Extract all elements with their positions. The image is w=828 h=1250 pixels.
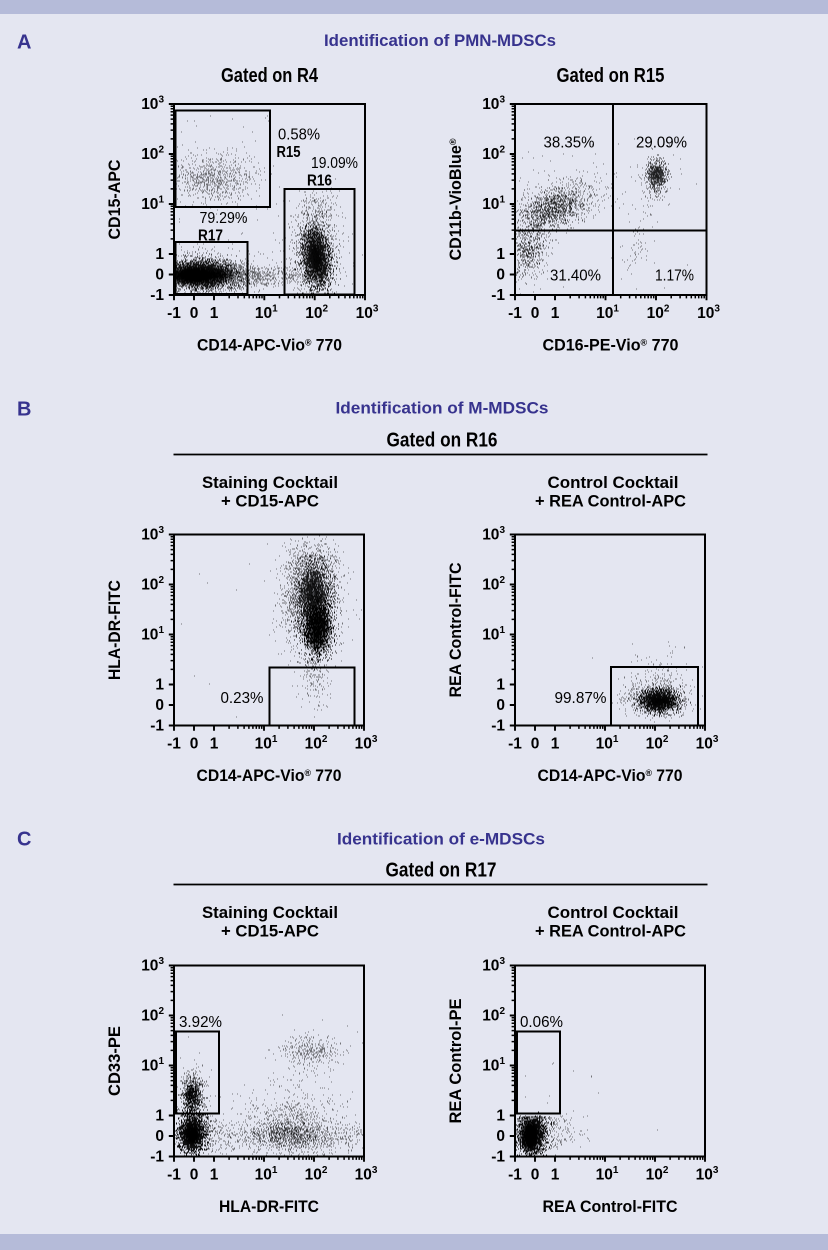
svg-text:-1: -1 [167, 305, 181, 322]
svg-text:Gated on R17: Gated on R17 [386, 860, 497, 882]
svg-text:Identification of e-MDSCs: Identification of e-MDSCs [337, 830, 545, 849]
svg-text:0: 0 [190, 305, 199, 322]
svg-text:-1: -1 [150, 287, 164, 304]
svg-text:-1: -1 [150, 718, 164, 735]
svg-text:0: 0 [155, 267, 164, 284]
svg-text:HLA-DR-FITC: HLA-DR-FITC [219, 1197, 319, 1216]
svg-text:R16: R16 [307, 173, 332, 190]
svg-text:0: 0 [496, 267, 505, 284]
svg-text:-1: -1 [491, 718, 505, 735]
svg-text:REA Control-FITC: REA Control-FITC [446, 563, 465, 698]
svg-text:0: 0 [155, 697, 164, 714]
svg-text:Control Cocktail: Control Cocktail [548, 904, 679, 922]
svg-text:Gated on R15: Gated on R15 [557, 65, 665, 87]
svg-text:CD14-APC-Vio® 770: CD14-APC-Vio® 770 [197, 766, 342, 785]
svg-text:1: 1 [155, 677, 164, 694]
svg-text:29.09%: 29.09% [636, 135, 687, 152]
svg-text:Staining Cocktail: Staining Cocktail [202, 474, 338, 492]
svg-text:Identification of PMN-MDSCs: Identification of PMN-MDSCs [324, 31, 556, 50]
svg-text:0.23%: 0.23% [221, 690, 264, 707]
svg-text:-1: -1 [491, 287, 505, 304]
svg-text:Control Cocktail: Control Cocktail [548, 474, 679, 492]
svg-text:0: 0 [531, 305, 540, 322]
svg-text:3.92%: 3.92% [179, 1014, 222, 1031]
svg-text:0: 0 [190, 1167, 199, 1184]
svg-text:1: 1 [551, 305, 560, 322]
svg-text:1: 1 [496, 677, 505, 694]
svg-text:REA Control-PE: REA Control-PE [446, 999, 465, 1124]
svg-text:38.35%: 38.35% [544, 135, 595, 152]
svg-text:1: 1 [210, 1167, 219, 1184]
svg-text:-1: -1 [491, 1149, 505, 1166]
svg-text:+ CD15-APC: + CD15-APC [221, 923, 319, 941]
svg-text:1: 1 [155, 1108, 164, 1125]
svg-text:Gated on R4: Gated on R4 [221, 65, 319, 87]
svg-text:CD33-PE: CD33-PE [105, 1026, 124, 1096]
svg-text:1: 1 [155, 246, 164, 263]
svg-text:0.06%: 0.06% [520, 1014, 563, 1031]
svg-text:Staining Cocktail: Staining Cocktail [202, 904, 338, 922]
svg-text:1.17%: 1.17% [655, 268, 694, 285]
svg-text:1: 1 [551, 736, 560, 753]
svg-text:-1: -1 [167, 736, 181, 753]
svg-text:CD14-APC-Vio® 770: CD14-APC-Vio® 770 [197, 336, 342, 355]
svg-text:A: A [17, 32, 31, 54]
svg-text:0: 0 [496, 1128, 505, 1145]
svg-text:CD16-PE-Vio® 770: CD16-PE-Vio® 770 [543, 336, 679, 355]
svg-text:CD14-APC-Vio® 770: CD14-APC-Vio® 770 [538, 766, 683, 785]
svg-text:1: 1 [210, 736, 219, 753]
svg-text:79.29%: 79.29% [200, 210, 248, 227]
svg-text:1: 1 [496, 246, 505, 263]
svg-text:-1: -1 [508, 736, 522, 753]
svg-text:1: 1 [210, 305, 219, 322]
svg-text:CD11b-VioBlue®: CD11b-VioBlue® [446, 139, 465, 261]
svg-text:0: 0 [496, 697, 505, 714]
svg-text:R17: R17 [198, 228, 223, 245]
svg-text:0: 0 [531, 736, 540, 753]
svg-text:C: C [17, 829, 31, 851]
svg-text:19.09%: 19.09% [311, 155, 358, 172]
svg-text:R15: R15 [277, 144, 301, 161]
svg-text:0: 0 [531, 1167, 540, 1184]
svg-text:1: 1 [496, 1108, 505, 1125]
svg-text:99.87%: 99.87% [555, 690, 607, 707]
svg-text:Gated on R16: Gated on R16 [387, 430, 498, 452]
svg-text:B: B [17, 399, 31, 421]
svg-text:31.40%: 31.40% [550, 268, 601, 285]
svg-text:-1: -1 [508, 305, 522, 322]
svg-text:REA Control-FITC: REA Control-FITC [543, 1197, 678, 1216]
svg-text:Identification of M-MDSCs: Identification of M-MDSCs [336, 399, 549, 418]
svg-text:CD15-APC: CD15-APC [105, 160, 124, 240]
svg-text:-1: -1 [508, 1167, 522, 1184]
svg-text:0.58%: 0.58% [278, 127, 320, 144]
svg-text:1: 1 [551, 1167, 560, 1184]
svg-text:+ REA Control-APC: + REA Control-APC [535, 493, 686, 511]
svg-text:-1: -1 [167, 1167, 181, 1184]
svg-text:-1: -1 [150, 1149, 164, 1166]
svg-text:+ REA Control-APC: + REA Control-APC [535, 923, 686, 941]
svg-text:+ CD15-APC: + CD15-APC [221, 493, 319, 511]
svg-text:HLA-DR-FITC: HLA-DR-FITC [105, 580, 124, 680]
svg-text:0: 0 [190, 736, 199, 753]
svg-text:0: 0 [155, 1128, 164, 1145]
